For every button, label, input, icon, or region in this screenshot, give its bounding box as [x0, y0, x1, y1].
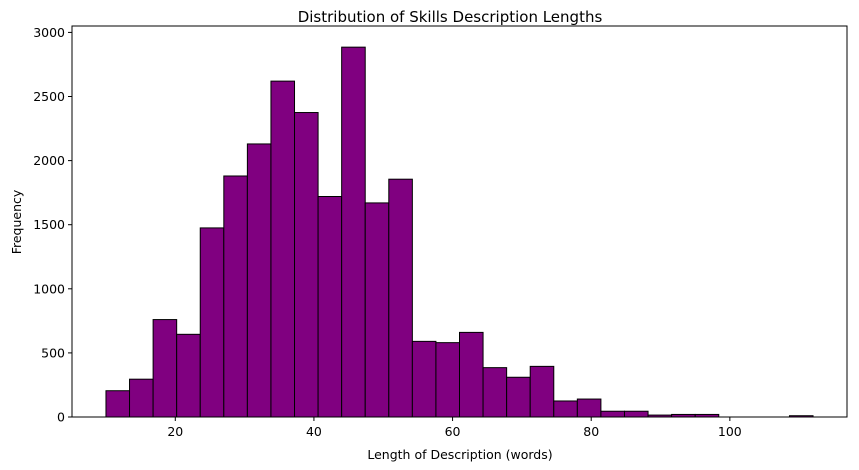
- histogram-bar: [435, 342, 460, 418]
- histogram-bar: [152, 319, 178, 418]
- plot-frame: [71, 25, 848, 418]
- histogram-bar: [341, 46, 366, 418]
- y-tick-label: 2500: [33, 89, 65, 104]
- x-axis-ticks: 20 40 60 80 100: [167, 417, 742, 439]
- x-tick-label: 20: [167, 424, 183, 439]
- histogram-bar: [529, 365, 555, 418]
- histogram-bar: [411, 340, 437, 418]
- x-axis-label: Length of Description (words): [367, 447, 552, 462]
- y-tick-label: 0: [57, 410, 65, 425]
- bars-group: [105, 46, 814, 418]
- y-tick-label: 2000: [33, 153, 65, 168]
- histogram-bar: [388, 178, 413, 418]
- histogram-bar: [317, 196, 343, 418]
- histogram-bar: [105, 390, 131, 418]
- histogram-bar: [553, 400, 578, 418]
- y-tick-label: 1000: [33, 281, 65, 296]
- y-axis-label: Frequency: [9, 189, 24, 254]
- histogram-bar: [246, 143, 272, 418]
- chart-title: Distribution of Skills Description Lengt…: [298, 8, 603, 26]
- histogram-bar: [270, 80, 296, 418]
- histogram-bar: [294, 112, 319, 418]
- x-tick-label: 80: [583, 424, 599, 439]
- y-tick-label: 500: [41, 345, 65, 360]
- x-tick-label: 100: [718, 424, 742, 439]
- x-tick-label: 40: [306, 424, 322, 439]
- histogram-bar: [176, 333, 201, 418]
- histogram-bar: [623, 410, 649, 418]
- histogram-bar: [576, 398, 602, 418]
- y-tick-label: 1500: [33, 217, 65, 232]
- histogram-bar: [506, 376, 531, 418]
- y-tick-label: 3000: [33, 25, 65, 40]
- histogram-bar: [459, 331, 484, 418]
- x-tick-label: 60: [445, 424, 461, 439]
- histogram-bar: [600, 410, 625, 418]
- histogram-bar: [482, 367, 508, 418]
- histogram-bar: [364, 202, 390, 418]
- histogram-bar: [129, 378, 154, 418]
- y-axis-ticks: 0 500 1000 1500 2000 2500 3000: [33, 25, 72, 425]
- histogram-bar: [199, 227, 225, 418]
- histogram-bar: [223, 175, 248, 418]
